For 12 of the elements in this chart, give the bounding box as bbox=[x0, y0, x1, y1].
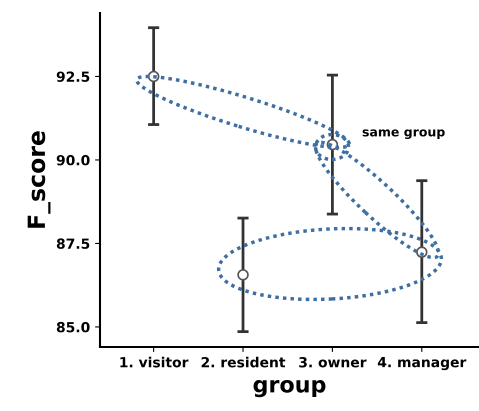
point bbox=[237, 269, 249, 281]
y-tick-label: 92.5 bbox=[56, 71, 90, 82]
x-tick-label: 3. owner bbox=[299, 356, 367, 368]
y-tick-label: 87.5 bbox=[56, 238, 90, 249]
x-tick-label: 4. manager bbox=[378, 357, 466, 370]
y-axis-title: F_score bbox=[28, 131, 50, 228]
y-tick-label: 85.0 bbox=[56, 322, 90, 332]
x-tick-label: 2. resident bbox=[202, 356, 286, 368]
x-tick-label: 1. visitor bbox=[120, 356, 188, 368]
y-tick-label: 90.0 bbox=[56, 154, 90, 166]
x-axis-title: group bbox=[254, 380, 326, 398]
annotation: same group bbox=[362, 129, 445, 140]
